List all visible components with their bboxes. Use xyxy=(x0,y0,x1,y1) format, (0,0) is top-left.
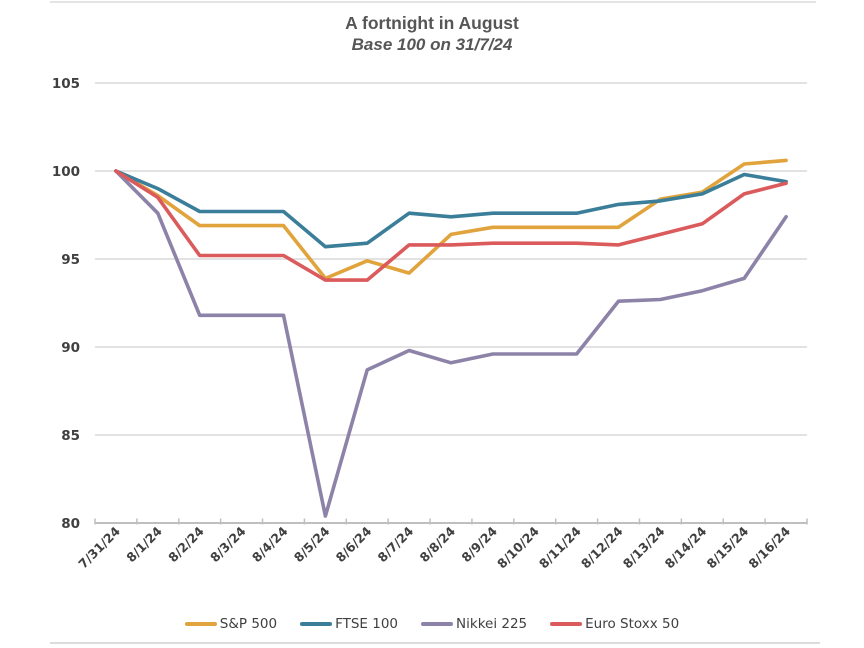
chart-subtitle: Base 100 on 31/7/24 xyxy=(351,35,513,55)
legend-label-nikkei-225: Nikkei 225 xyxy=(456,616,528,632)
legend-item-euro-stoxx-50: Euro Stoxx 50 xyxy=(550,616,679,632)
x-tick-label: 8/12/24 xyxy=(578,523,626,571)
series-line-s-p-500 xyxy=(114,158,788,281)
legend-item-ftse-100: FTSE 100 xyxy=(300,616,398,632)
legend-label-ftse-100: FTSE 100 xyxy=(335,616,399,632)
x-tick-label: 8/13/24 xyxy=(620,523,668,571)
x-tick-label: 8/11/24 xyxy=(536,523,584,571)
y-tick-label: 85 xyxy=(61,428,80,444)
legend-swatch-euro-stoxx-50 xyxy=(550,622,583,626)
series-line-euro-stoxx-50 xyxy=(114,169,788,282)
chart-title: A fortnight in August xyxy=(345,13,519,33)
x-tick-label: 7/31/24 xyxy=(75,523,123,571)
y-tick-label: 95 xyxy=(61,252,80,268)
legend-label-s-p-500: S&P 500 xyxy=(219,616,278,632)
top-divider xyxy=(50,1,816,3)
series-line-ftse-100 xyxy=(114,169,788,249)
chart-title-block: A fortnight in August Base 100 on 31/7/2… xyxy=(0,12,864,56)
bottom-divider xyxy=(50,642,820,644)
y-tick-label: 105 xyxy=(52,76,80,92)
y-tick-label: 100 xyxy=(52,164,80,180)
legend-swatch-s-p-500 xyxy=(184,622,217,626)
x-tick-label: 8/15/24 xyxy=(703,523,751,571)
legend-label-euro-stoxx-50: Euro Stoxx 50 xyxy=(585,616,680,632)
x-tick-label: 8/1/24 xyxy=(123,523,165,565)
x-tick-label: 8/2/24 xyxy=(165,523,207,565)
y-tick-label: 90 xyxy=(61,340,80,356)
legend-swatch-ftse-100 xyxy=(300,622,333,626)
x-tick-label: 8/8/24 xyxy=(416,523,458,565)
x-tick-label: 8/3/24 xyxy=(207,523,249,565)
x-tick-label: 8/9/24 xyxy=(458,523,500,565)
y-tick-label: 80 xyxy=(61,516,80,532)
x-tick-label: 8/14/24 xyxy=(662,523,710,571)
legend-item-nikkei-225: Nikkei 225 xyxy=(421,616,527,632)
x-tick-label: 8/6/24 xyxy=(333,523,375,565)
series-line-nikkei-225 xyxy=(114,169,788,518)
legend-swatch-nikkei-225 xyxy=(421,622,454,626)
x-tick-label: 8/16/24 xyxy=(745,523,793,571)
x-tick-label: 8/4/24 xyxy=(249,523,291,565)
x-tick-label: 8/5/24 xyxy=(291,523,333,565)
x-tick-label: 8/7/24 xyxy=(375,523,417,565)
chart-legend: S&P 500 FTSE 100 Nikkei 225 Euro Stoxx 50 xyxy=(0,616,864,632)
legend-item-s-p-500: S&P 500 xyxy=(184,616,278,632)
x-tick-label: 8/10/24 xyxy=(494,523,542,571)
